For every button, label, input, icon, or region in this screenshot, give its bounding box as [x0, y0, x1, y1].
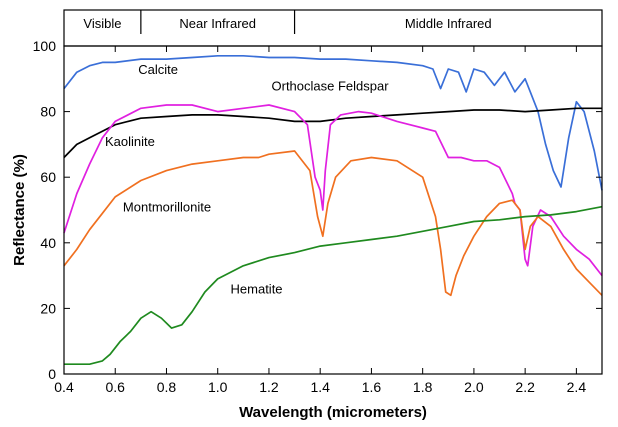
x-tick-label: 1.0	[208, 379, 228, 395]
y-tick-label: 20	[40, 300, 56, 316]
series-annotations: Calcite Orthoclase Feldspar Kaolinite Montm…	[105, 62, 389, 297]
y-tick-label: 80	[40, 104, 56, 120]
band-header-frame	[63, 9, 603, 47]
series-label: Hematite	[231, 282, 283, 297]
x-tick-label: 1.6	[362, 379, 382, 395]
series-label: Orthoclase Feldspar	[272, 78, 390, 93]
plot-frame	[63, 45, 603, 375]
x-tick-label: 1.4	[310, 379, 330, 395]
y-axis-title: Reflectance (%)	[11, 154, 28, 266]
x-tick-label: 1.8	[413, 379, 433, 395]
series-line-montmorillonite	[63, 150, 603, 297]
x-axis-ticks: 0.4 0.6 0.8 1.0 1.2 1.4 1.6 1.8 2.0 2.2 2.4	[54, 46, 586, 395]
y-tick-label: 0	[48, 366, 56, 382]
x-tick-label: 0.8	[157, 379, 177, 395]
band-label: Near Infrared	[179, 16, 256, 31]
x-tick-label: 1.2	[259, 379, 279, 395]
series-label: Calcite	[138, 62, 178, 77]
y-axis-ticks: 0 20 40 60 80 100	[33, 38, 602, 382]
band-label: Visible	[83, 16, 121, 31]
x-tick-label: 2.0	[464, 379, 484, 395]
series-line-kaolinite	[63, 104, 603, 277]
x-tick-label: 0.4	[54, 379, 74, 395]
y-tick-label: 60	[40, 169, 56, 185]
band-label: Middle Infrared	[405, 16, 492, 31]
y-tick-label: 100	[33, 38, 57, 54]
x-tick-label: 2.2	[515, 379, 535, 395]
spectral-band-header: Visible Near Infrared Middle Infrared	[63, 9, 603, 47]
x-tick-label: 0.6	[106, 379, 126, 395]
series-label: Montmorillonite	[123, 200, 211, 215]
series-line-hematite	[64, 205, 603, 366]
series-line-orthoclase-feldspar	[63, 107, 602, 159]
series-label: Kaolinite	[105, 134, 155, 149]
x-tick-label: 2.4	[567, 379, 587, 395]
series-line-calcite	[63, 54, 603, 191]
y-tick-label: 40	[40, 235, 56, 251]
series-lines	[63, 54, 603, 366]
x-axis-title: Wavelength (micrometers)	[239, 404, 427, 421]
